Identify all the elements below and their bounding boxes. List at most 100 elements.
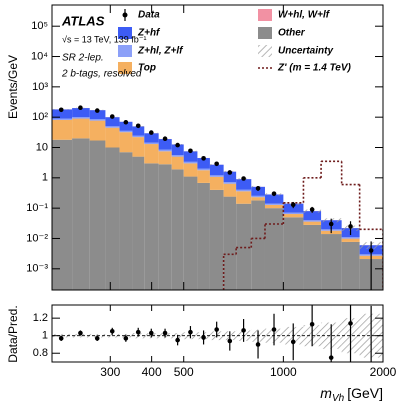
ratio-point xyxy=(58,336,64,341)
stack-bar xyxy=(105,147,120,290)
stack-bar xyxy=(119,132,133,153)
stack-bar xyxy=(283,214,304,218)
atlas-label: ATLAS xyxy=(61,13,105,28)
ratio-y-label: Data/Pred. xyxy=(6,305,20,362)
data-point xyxy=(162,136,168,142)
stack-bar xyxy=(89,120,106,141)
data-point xyxy=(109,114,115,119)
stack-bar xyxy=(197,182,210,290)
stack-bar xyxy=(132,156,145,290)
stack-bar xyxy=(144,142,159,145)
x-tick-label: 500 xyxy=(174,365,194,379)
x-label-symbol: m xyxy=(320,385,332,401)
legend-swatch xyxy=(118,62,132,74)
ratio-point xyxy=(123,336,129,341)
ratio-point xyxy=(175,337,180,343)
stack-bar xyxy=(119,152,133,290)
stack-bar xyxy=(72,108,90,118)
main-plot xyxy=(52,105,383,290)
stack-bar xyxy=(341,241,360,290)
x-tick-label: 1000 xyxy=(270,365,297,379)
stack-bar xyxy=(209,189,224,290)
ratio-y-tick-label: 1.2 xyxy=(33,312,48,324)
stack-bar xyxy=(132,137,145,157)
legend-swatch xyxy=(118,27,132,39)
region-label: SR 2-lep. xyxy=(62,53,104,64)
stack-bar xyxy=(264,208,284,290)
stack-bar xyxy=(105,117,120,127)
data-point xyxy=(368,248,374,253)
data-point xyxy=(148,130,154,135)
stack-bar xyxy=(183,161,198,164)
stack-bar xyxy=(303,224,322,290)
stack-bar xyxy=(209,175,224,177)
data-point xyxy=(188,148,193,154)
x-axis-label: mVh [GeV] xyxy=(320,385,383,404)
y-tick-label: 10 xyxy=(36,141,48,153)
data-point xyxy=(201,156,206,161)
stack-bar xyxy=(119,130,133,133)
energy-label: √s = 13 TeV, 139 fb⁻¹ xyxy=(62,34,147,44)
stack-bar xyxy=(251,195,265,198)
stack-bar xyxy=(183,176,198,290)
legend-label: Uncertainty xyxy=(278,46,333,57)
legend-swatch xyxy=(258,45,272,57)
stack-bar xyxy=(303,211,322,221)
ratio-point xyxy=(227,338,233,344)
stack-bar xyxy=(158,149,172,152)
x-label-subscript: Vh xyxy=(332,393,345,404)
stack-bar xyxy=(197,168,210,171)
ratio-plot xyxy=(52,305,383,362)
data-point xyxy=(328,221,334,227)
stack-bar xyxy=(72,118,90,139)
data-point xyxy=(290,202,296,207)
ratio-point xyxy=(94,336,100,341)
stack-bar xyxy=(89,119,106,121)
main-frame xyxy=(51,4,384,291)
stack-bar xyxy=(105,126,120,128)
stack-bar xyxy=(236,191,252,204)
ratio-point xyxy=(135,329,141,335)
legend-swatch xyxy=(258,9,272,21)
ratio-point xyxy=(290,339,296,345)
data-point xyxy=(255,186,261,191)
stack-bar xyxy=(209,176,224,190)
x-label-unit: [GeV] xyxy=(347,385,383,401)
stack-bar xyxy=(72,138,90,290)
y-tick-label: 10⁻² xyxy=(26,232,48,244)
stack-bar xyxy=(144,144,159,164)
stack-bar xyxy=(197,170,210,183)
legend-label: Data xyxy=(138,10,160,21)
stack-bar xyxy=(171,144,184,156)
data-point xyxy=(94,108,100,113)
ratio-point xyxy=(348,321,353,326)
stack-bar xyxy=(158,151,172,165)
stack-bar xyxy=(52,118,73,120)
stack-bar xyxy=(236,189,252,192)
stack-bar xyxy=(283,217,304,290)
stack-bar xyxy=(171,155,184,157)
stack-bar xyxy=(251,200,265,290)
stack-bar xyxy=(236,179,252,190)
y-tick-label: 10² xyxy=(32,111,48,123)
y-tick-label: 10⁻³ xyxy=(26,263,48,275)
ratio-point xyxy=(241,328,246,333)
stack-bar xyxy=(144,133,159,143)
data-point xyxy=(309,207,315,212)
stack-bar xyxy=(223,171,237,183)
ratio-point xyxy=(78,330,83,336)
stack-bar xyxy=(251,186,265,196)
stack-bar xyxy=(341,237,360,239)
legend-marker xyxy=(122,12,128,18)
stack-bar xyxy=(183,163,198,177)
stack-bar xyxy=(251,197,265,201)
data-point xyxy=(175,142,180,148)
stack-bar xyxy=(264,194,284,204)
stack-bar xyxy=(283,212,304,215)
stack-bar xyxy=(236,203,252,290)
stack-bar xyxy=(171,169,184,290)
stack-bar xyxy=(197,158,210,169)
legend-label: Z' (m = 1.4 TeV) xyxy=(277,63,352,74)
legend-label: Z+hf xyxy=(137,28,161,39)
